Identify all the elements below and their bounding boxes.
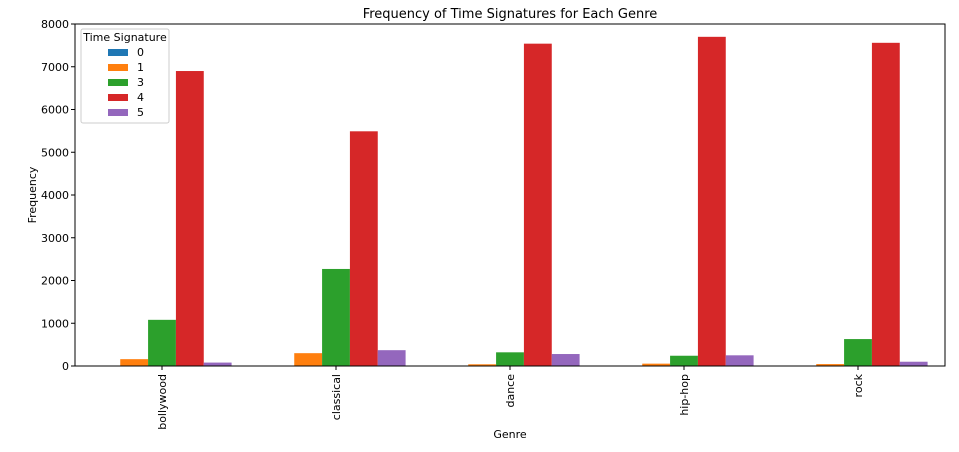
legend-swatch-1	[108, 64, 128, 71]
bar-hip-hop-ts-3	[670, 355, 698, 366]
y-tick-label: 5000	[41, 146, 69, 159]
x-tick-label: bollywood	[156, 374, 169, 430]
legend-label: 3	[137, 76, 144, 89]
legend-swatch-5	[108, 109, 128, 116]
plot-area	[120, 36, 928, 367]
x-tick-label: rock	[852, 373, 865, 397]
y-tick-label: 7000	[41, 61, 69, 74]
bar-dance-ts-4	[523, 43, 552, 366]
legend: Time Signature 0 1 3 4 5	[80, 28, 170, 124]
bar-classical-ts-4	[349, 131, 378, 366]
chart-title: Frequency of Time Signatures for Each Ge…	[363, 7, 658, 22]
y-tick-label: 8000	[41, 18, 69, 31]
legend-title: Time Signature	[82, 31, 167, 44]
y-tick-label: 4000	[41, 189, 69, 202]
bar-rock-ts-1	[816, 364, 845, 366]
bar-hip-hop-ts-1	[642, 363, 671, 366]
legend-swatch-0	[108, 49, 128, 56]
bar-rock-ts-4	[871, 42, 900, 367]
bar-bollywood-ts-1	[120, 359, 149, 366]
bar-hip-hop-ts-5	[725, 355, 754, 366]
bar-dance-ts-3	[496, 352, 524, 366]
x-tick-label: hip-hop	[678, 374, 691, 416]
bar-rock-ts-5	[899, 361, 928, 366]
legend-label: 1	[137, 61, 144, 74]
bar-rock-ts-3	[844, 339, 872, 366]
y-axis: 0 1000 2000 3000 4000 5000 6000 7000 8000	[41, 18, 75, 373]
bar-bollywood-ts-5	[203, 362, 232, 366]
y-tick-label: 1000	[41, 317, 69, 330]
y-tick-label: 2000	[41, 275, 69, 288]
legend-box	[80, 28, 170, 124]
y-tick-label: 3000	[41, 232, 69, 245]
legend-label: 5	[137, 106, 144, 119]
y-tick-label: 0	[62, 360, 69, 373]
y-tick-label: 6000	[41, 104, 69, 117]
bar-bollywood-ts-3	[148, 319, 176, 366]
x-axis: bollywood classical dance hip-hop rock	[156, 366, 865, 430]
y-axis-label: Frequency	[26, 166, 39, 223]
x-tick-label: dance	[504, 374, 517, 408]
legend-label: 4	[137, 91, 144, 104]
bar-dance-ts-5	[551, 354, 580, 366]
bar-classical-ts-5	[377, 350, 406, 366]
bar-hip-hop-ts-4	[697, 36, 726, 366]
bar-dance-ts-1	[468, 364, 497, 366]
legend-swatch-4	[108, 94, 128, 101]
bar-bollywood-ts-4	[175, 71, 204, 367]
bar-classical-ts-3	[322, 268, 350, 366]
legend-swatch-3	[108, 79, 128, 86]
x-axis-label: Genre	[493, 428, 527, 441]
x-tick-label: classical	[330, 374, 343, 420]
legend-label: 0	[137, 46, 144, 59]
bar-classical-ts-1	[294, 353, 323, 366]
plot-frame	[74, 23, 946, 367]
